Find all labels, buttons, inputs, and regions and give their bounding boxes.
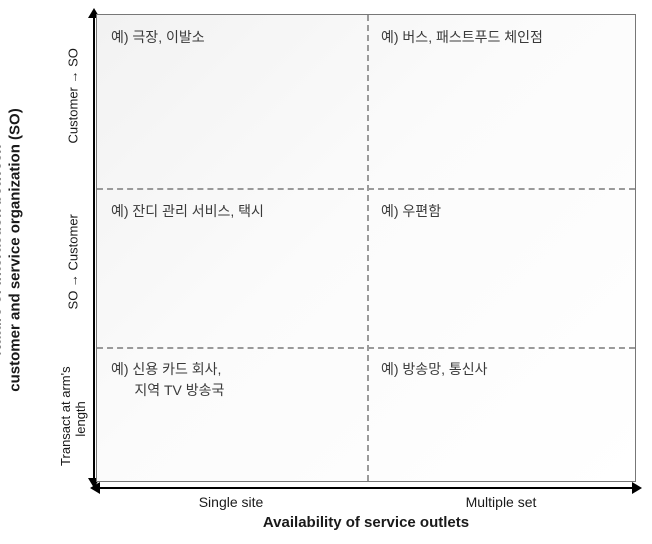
grid-vline (367, 15, 369, 481)
x-category-right: Multiple set (366, 494, 636, 510)
x-axis-arrow (92, 486, 640, 490)
cell-r2c2: 예) 우편함 (381, 201, 441, 222)
x-axis-shaft (98, 487, 634, 489)
y-category-middle: SO → Customer (67, 229, 82, 309)
arrow-right-icon (632, 482, 642, 494)
y-category-bottom: Transact at arm's length (59, 372, 89, 466)
y-axis-shaft (93, 16, 95, 480)
y-axis-title-line1: Nature of interaction between (0, 145, 4, 356)
cell-r3c1: 예) 신용 카드 회사, 지역 TV 방송국 (111, 359, 224, 401)
x-category-left: Single site (96, 494, 366, 510)
y-category-top: Customer → SO (67, 63, 82, 143)
cell-r1c2: 예) 버스, 패스트푸드 체인점 (381, 27, 543, 48)
x-axis-title: Availability of service outlets (96, 514, 636, 531)
cell-r1c1: 예) 극장, 이발소 (111, 27, 205, 48)
grid-hline-2 (97, 347, 635, 349)
grid-hline-1 (97, 188, 635, 190)
cell-r3c2: 예) 방송망, 통신사 (381, 359, 488, 380)
matrix-grid: 예) 극장, 이발소 예) 버스, 패스트푸드 체인점 예) 잔디 관리 서비스… (96, 14, 636, 482)
y-axis-title-line2: customer and service organization (SO) (6, 108, 23, 391)
y-category-bottom-line1: Transact at arm's (58, 366, 73, 466)
y-category-bottom-line2: length (73, 401, 88, 436)
cell-r2c1: 예) 잔디 관리 서비스, 택시 (111, 201, 264, 222)
matrix-diagram: Nature of interaction between customer a… (0, 0, 652, 544)
